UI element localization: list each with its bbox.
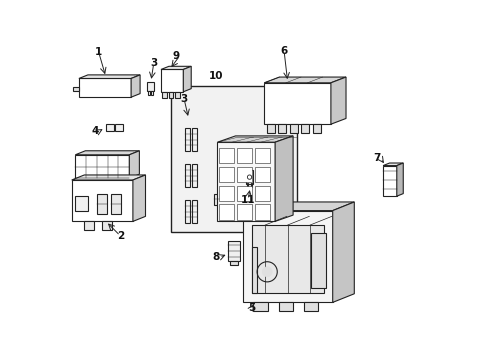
Polygon shape	[237, 148, 251, 163]
Polygon shape	[72, 180, 133, 221]
Polygon shape	[84, 221, 94, 230]
Polygon shape	[147, 91, 149, 95]
Polygon shape	[396, 163, 403, 196]
Polygon shape	[168, 92, 173, 98]
Polygon shape	[266, 124, 274, 133]
Polygon shape	[219, 167, 233, 182]
Text: 3: 3	[180, 94, 187, 104]
Text: 5: 5	[247, 303, 255, 313]
Polygon shape	[278, 302, 292, 311]
Polygon shape	[382, 166, 396, 196]
Polygon shape	[255, 204, 269, 220]
Polygon shape	[251, 225, 323, 293]
Polygon shape	[75, 151, 139, 155]
Polygon shape	[191, 164, 197, 187]
Polygon shape	[312, 124, 320, 133]
Polygon shape	[219, 204, 233, 220]
Polygon shape	[97, 194, 107, 214]
Polygon shape	[330, 77, 346, 124]
Polygon shape	[253, 302, 267, 311]
Polygon shape	[217, 142, 275, 221]
Polygon shape	[237, 186, 251, 201]
Polygon shape	[275, 136, 292, 221]
Polygon shape	[246, 183, 248, 187]
Polygon shape	[242, 202, 354, 211]
Text: 11: 11	[241, 195, 255, 205]
Polygon shape	[242, 211, 332, 302]
Polygon shape	[161, 69, 183, 92]
Polygon shape	[237, 204, 251, 220]
Polygon shape	[219, 186, 233, 201]
Polygon shape	[75, 196, 88, 211]
Polygon shape	[255, 167, 269, 182]
Polygon shape	[264, 77, 346, 83]
Polygon shape	[219, 148, 233, 163]
Polygon shape	[115, 124, 122, 131]
Polygon shape	[111, 194, 121, 214]
Polygon shape	[75, 155, 129, 178]
Polygon shape	[332, 202, 354, 302]
Polygon shape	[72, 175, 145, 180]
Text: 6: 6	[280, 46, 287, 56]
Polygon shape	[185, 164, 190, 187]
Polygon shape	[170, 86, 296, 232]
Circle shape	[262, 267, 272, 277]
Polygon shape	[129, 151, 139, 178]
Polygon shape	[255, 148, 269, 163]
Polygon shape	[250, 183, 251, 187]
Polygon shape	[228, 241, 239, 261]
Polygon shape	[246, 170, 252, 184]
Polygon shape	[237, 167, 251, 182]
Polygon shape	[131, 75, 140, 97]
Polygon shape	[133, 175, 145, 221]
Polygon shape	[161, 66, 191, 69]
Text: 7: 7	[372, 153, 380, 163]
Text: 1: 1	[95, 47, 102, 57]
Text: 4: 4	[91, 126, 99, 136]
Polygon shape	[191, 200, 197, 223]
Polygon shape	[310, 233, 325, 288]
Polygon shape	[191, 128, 197, 151]
Polygon shape	[217, 136, 292, 142]
Polygon shape	[146, 82, 154, 91]
Polygon shape	[162, 92, 166, 98]
Polygon shape	[251, 247, 257, 293]
Polygon shape	[382, 163, 403, 166]
Text: 2: 2	[117, 231, 123, 241]
Polygon shape	[229, 261, 238, 265]
Polygon shape	[301, 124, 309, 133]
Polygon shape	[278, 124, 285, 133]
Text: 9: 9	[172, 51, 179, 61]
Polygon shape	[213, 194, 222, 205]
Polygon shape	[289, 124, 297, 133]
Polygon shape	[185, 200, 190, 223]
Polygon shape	[264, 83, 330, 124]
Polygon shape	[303, 302, 318, 311]
Polygon shape	[79, 75, 140, 78]
Polygon shape	[175, 92, 179, 98]
Polygon shape	[102, 221, 112, 230]
Text: 10: 10	[208, 71, 223, 81]
Polygon shape	[185, 128, 190, 151]
Text: 3: 3	[150, 58, 157, 68]
Polygon shape	[255, 186, 269, 201]
Polygon shape	[106, 124, 114, 131]
Polygon shape	[151, 91, 153, 95]
Polygon shape	[79, 78, 131, 97]
Polygon shape	[183, 66, 191, 92]
Text: 8: 8	[212, 252, 219, 262]
Polygon shape	[73, 87, 79, 91]
